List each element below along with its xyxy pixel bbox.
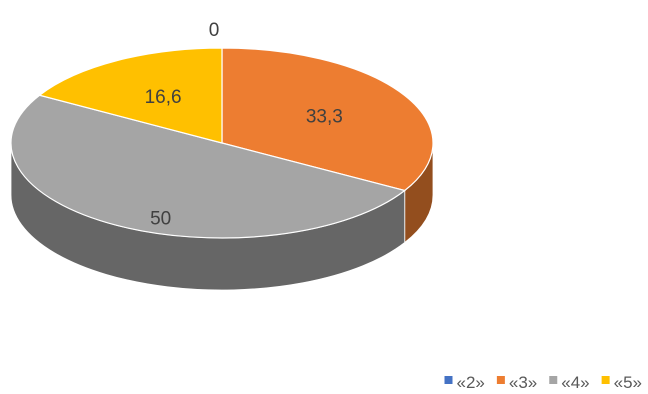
data-label-4: 16,6 bbox=[145, 87, 182, 108]
legend-item-1: «2» bbox=[444, 373, 485, 392]
pie-slice-2 bbox=[221, 47, 434, 192]
data-label-3: 50 bbox=[150, 209, 171, 230]
legend-item-3: «4» bbox=[549, 373, 590, 392]
legend-swatch-4 bbox=[601, 376, 610, 384]
legend-label-2: «3» bbox=[509, 373, 537, 392]
legend: «2» «3» «4» «5» bbox=[444, 373, 642, 392]
legend-label-1: «2» bbox=[457, 373, 485, 392]
pie-data-labels: 0 33,3 50 16,6 bbox=[145, 20, 343, 230]
pie-slice-4 bbox=[38, 47, 223, 144]
legend-swatch-3 bbox=[549, 376, 558, 384]
legend-item-2: «3» bbox=[496, 373, 537, 392]
legend-swatch-2 bbox=[496, 376, 505, 384]
pie-slice-3 bbox=[10, 94, 407, 239]
data-label-2: 33,3 bbox=[306, 106, 343, 127]
legend-swatch-1 bbox=[444, 376, 453, 384]
pie-top-slices bbox=[10, 47, 434, 239]
legend-label-3: «4» bbox=[561, 373, 589, 392]
legend-label-4: «5» bbox=[614, 373, 642, 392]
legend-item-4: «5» bbox=[601, 373, 642, 392]
data-label-1: 0 bbox=[209, 20, 220, 41]
